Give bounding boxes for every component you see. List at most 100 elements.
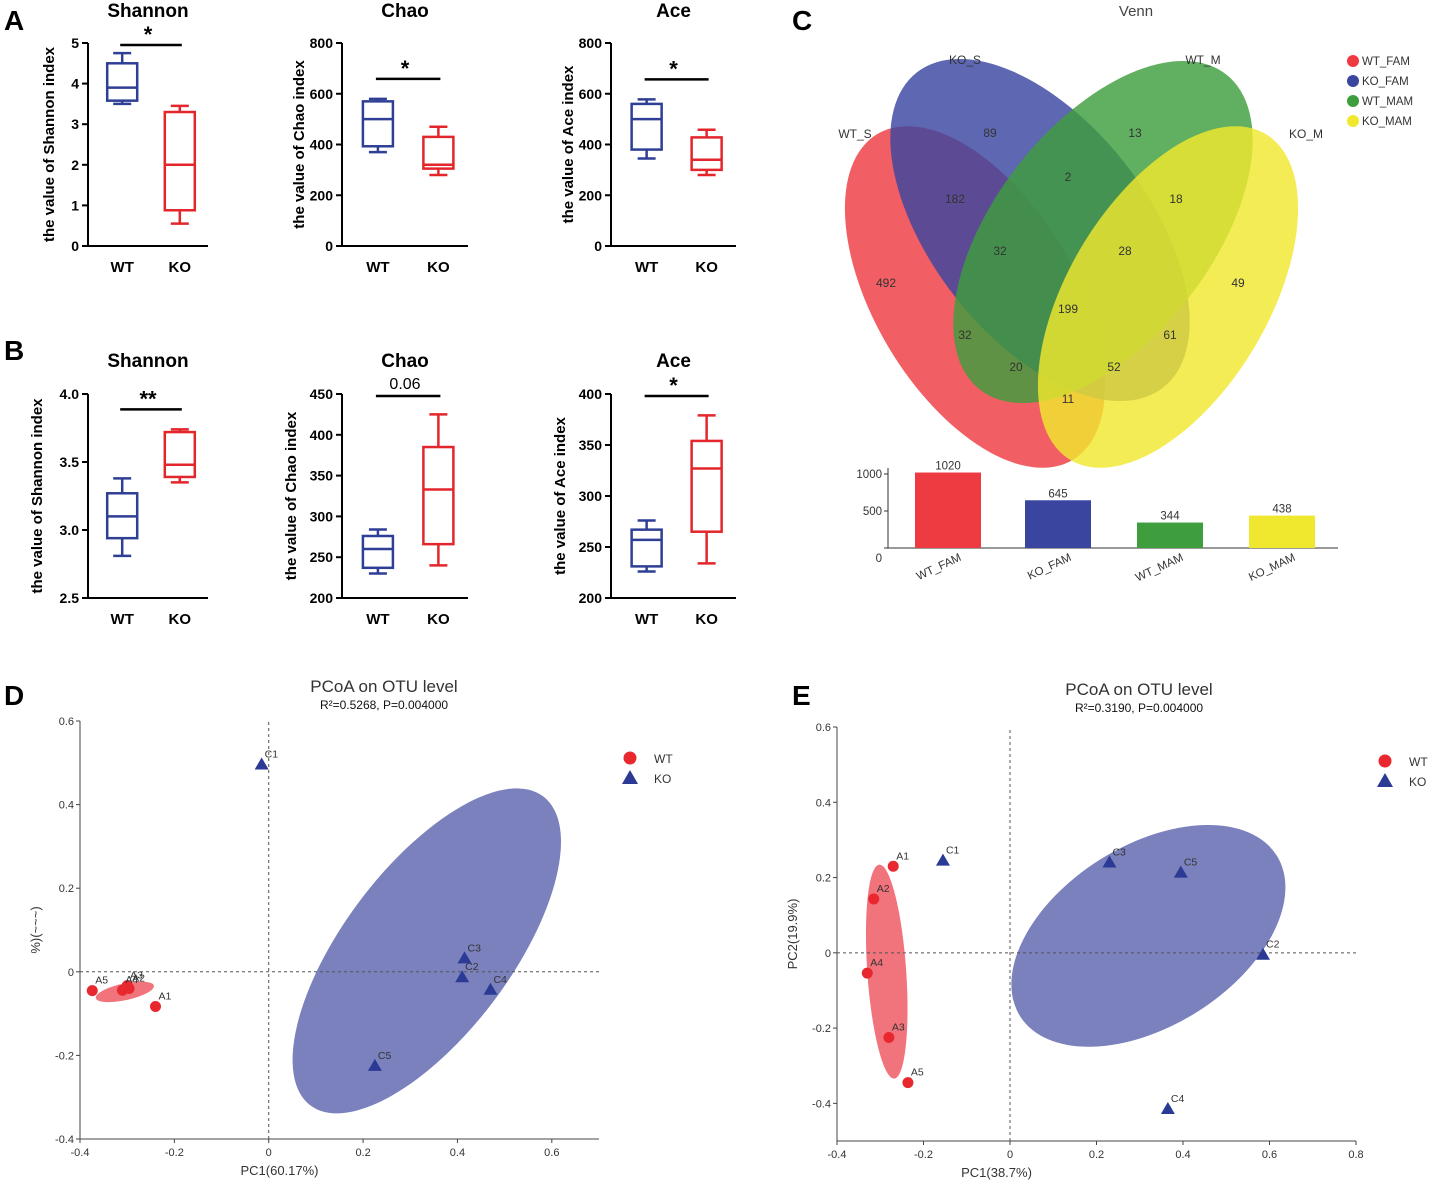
y-tick-label: 1 [71,197,79,213]
box-wt [105,477,139,558]
point-a2 [868,893,880,905]
legend-marker [1347,75,1359,87]
confidence-ellipse-ko [1011,824,1286,1047]
x-tick-label: WT [635,259,658,276]
x-tick-label: 0.6 [544,1147,559,1159]
y-tick-label: 0 [325,238,333,254]
y-tick-label: 0 [71,238,79,254]
point-label: C2 [1266,939,1280,951]
x-tick-label: WT_FAM [915,552,964,583]
venn-set-label: WT_M [1185,53,1220,67]
boxplot-b-shannon: Shannon 2.5 3.0 3.5 4.0 the value of Shannon … [29,351,208,628]
venn-region-count: 32 [993,244,1007,258]
y-axis-label: the value of Ace index [560,65,577,223]
venn-set-label: KO_S [949,53,981,67]
confidence-ellipse-wt [865,864,908,1079]
venn-region-count: 492 [876,276,896,290]
y-tick-label: 0.4 [59,800,74,812]
chart-title: PCoA on OTU level [1065,680,1212,699]
venn-region-count: 20 [1009,360,1023,374]
x-tick-label: 0.2 [355,1147,370,1159]
y-tick-label: 400 [310,427,334,443]
legend-label: WT_FAM [1362,56,1410,68]
y-tick-label: 350 [579,437,603,453]
y-tick-label: 5 [71,35,79,51]
y-axis-label: %)(~~~) [28,906,43,953]
chart-subtitle: R²=0.3190, P=0.004000 [1075,701,1203,715]
point-label: C3 [468,942,482,954]
box-iqr [422,135,455,170]
x-axis-label: PC1(60.17%) [240,1163,318,1178]
venn-region-count: 2 [1065,170,1072,184]
venn-region-count: 28 [1118,244,1132,258]
point-label: C1 [946,845,960,857]
group-ellipses [95,788,561,1114]
y-tick-label: 600 [310,86,334,102]
point-c2 [455,970,470,983]
point-label: C4 [1171,1093,1185,1105]
point-label: C4 [493,974,507,986]
x-tick-label: KO_FAM [1026,552,1073,583]
y-tick-label: 200 [310,590,334,606]
point-label: A3 [892,1022,905,1034]
boxplot-b-chao: Chao 200 250 300 350 400 450 the value of Chao … [283,351,468,628]
boxplot-b-ace: Ace 200 250 300 350 400 the value of Ace index… [552,351,736,628]
x-tick-label: KO [695,611,718,628]
y-tick-label: 300 [310,508,334,524]
box-wt [630,98,663,160]
legend-label: KO_MAM [1362,116,1412,128]
point-a3 [883,1032,895,1043]
point-a4 [116,984,128,996]
panel-label-c: C [792,5,812,36]
x-tick-label: 0.4 [450,1147,465,1159]
bar-value-label: 344 [1160,511,1180,523]
y-tick-label: 250 [310,549,334,565]
y-tick-label: 300 [579,488,603,504]
box-iqr [361,100,395,148]
x-tick-label: KO [427,611,450,628]
x-tick-label: 0 [266,1147,272,1159]
y-tick-label: 800 [579,35,603,51]
panel-label-a: A [4,5,24,36]
panel-labels: A B C D E [4,5,812,711]
venn-region-count: 13 [1128,126,1142,140]
pcoa-panel-d: PCoA on OTU level R²=0.5268, P=0.004000 -0… [28,677,673,1178]
point-label: A3 [130,970,143,982]
x-tick-label: KO [169,611,192,628]
venn-region-count: 89 [983,126,997,140]
point-label: A2 [132,973,145,985]
y-tick-label: 250 [579,539,603,555]
bar-value-label: 438 [1272,504,1291,516]
box-iqr [690,136,723,172]
venn-title: Venn [1119,3,1153,20]
point-c3 [457,951,472,964]
y-tick-label: 4.0 [60,386,80,402]
point-c5 [367,1058,382,1071]
box-wt [361,97,395,154]
x-tick-label: 0.4 [1175,1149,1190,1161]
bar-value-label: 1020 [935,461,961,473]
point-a4 [861,967,873,979]
bar-wt-fam [915,472,981,548]
significance-label: * [401,56,410,81]
legend-label: WT [654,752,673,766]
legend-label: WT_MAM [1362,96,1413,108]
y-tick-label: 3 [71,116,79,132]
y-tick-label: 200 [579,590,603,606]
series-wt: A1 A2 A3 A4 A5 [861,850,924,1089]
y-tick-label: 800 [310,35,334,51]
box-iqr [630,528,663,568]
box-wt [361,528,395,575]
y-tick-label: 200 [579,187,603,203]
x-tick-label: -0.4 [71,1147,90,1159]
x-tick-label: WT [366,611,389,628]
group-ellipses [865,824,1286,1079]
panel-label-b: B [4,335,24,366]
series-ko: C1 C2 C3 C4 C5 [935,845,1280,1115]
x-tick-label: WT [111,259,134,276]
venn-region-count: 11 [1062,392,1075,406]
x-tick-label: KO [427,259,450,276]
significance-label: 0.06 [389,376,420,393]
